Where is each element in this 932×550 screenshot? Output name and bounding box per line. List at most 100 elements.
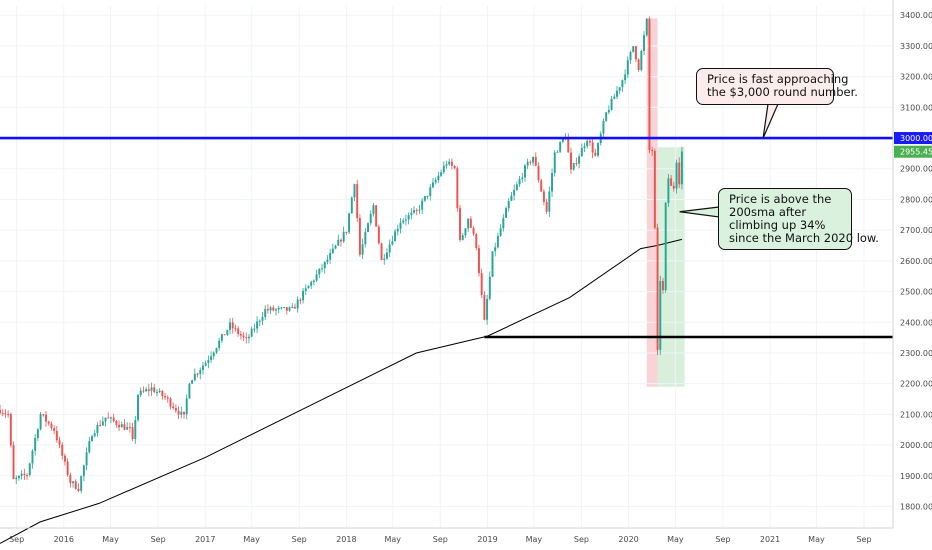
candle [212, 351, 215, 360]
candle-body [431, 182, 434, 188]
candle [342, 226, 345, 243]
candle-body [369, 213, 372, 224]
candle-body [272, 307, 275, 311]
candle-body [662, 281, 664, 291]
candle-body [82, 465, 85, 477]
y-tick-label: 3100.00 [900, 103, 932, 112]
x-tick-label: May [808, 535, 825, 544]
candle-body [499, 228, 502, 236]
candle-body [331, 248, 334, 254]
candle-body [307, 285, 310, 289]
candle [415, 208, 418, 216]
candle-body [58, 440, 61, 445]
candle-body [618, 87, 621, 91]
candle [380, 242, 383, 261]
y-tick-label: 3400.00 [900, 11, 932, 20]
candle-body [548, 191, 551, 212]
candle [45, 411, 47, 427]
candle-body [153, 387, 156, 393]
x-tick-label: 2017 [195, 535, 215, 544]
candle-body [166, 397, 169, 399]
horizontal-levels [0, 136, 893, 339]
candle [315, 269, 318, 282]
candle-body [93, 433, 96, 437]
candle-body [572, 163, 575, 170]
candle-body [553, 152, 556, 174]
y-tick-label: 2000.00 [900, 441, 932, 450]
y-tick-label: 2800.00 [900, 195, 932, 204]
candle [183, 411, 185, 419]
candle-body [312, 280, 315, 282]
candle [109, 416, 112, 424]
candle-body [72, 481, 75, 484]
candle-body [223, 334, 226, 336]
candle [640, 49, 643, 72]
candle [383, 253, 386, 265]
candle-body [480, 273, 483, 295]
x-tick-label: Sep [856, 535, 871, 544]
candle [548, 186, 551, 217]
candle [602, 118, 605, 137]
candle [118, 420, 121, 432]
candle-body [321, 268, 323, 270]
candle [431, 177, 434, 189]
candle [526, 158, 529, 169]
candle [107, 412, 110, 419]
candle [580, 143, 583, 157]
candle-body [551, 173, 554, 192]
candle-body [483, 294, 486, 320]
candle [618, 86, 621, 95]
candle-body [575, 163, 578, 165]
y-tick-label: 3300.00 [900, 42, 932, 51]
candle [139, 387, 142, 398]
candle-body [91, 436, 93, 442]
candle [637, 58, 640, 72]
candle [285, 307, 288, 315]
candle [277, 305, 280, 314]
candle-body [383, 258, 386, 260]
candle-body [77, 488, 80, 491]
candle [4, 409, 7, 419]
candle-body [150, 387, 153, 391]
y-tick-label: 2300.00 [900, 349, 932, 358]
candle [80, 475, 83, 494]
candle [634, 45, 637, 63]
candle [269, 305, 272, 315]
candle [1, 409, 4, 417]
candle-body [318, 268, 321, 275]
candle-body [616, 90, 618, 97]
candle [361, 238, 364, 259]
candle [518, 175, 521, 187]
candle [483, 291, 486, 321]
candle-body [7, 414, 10, 416]
candle-body [50, 423, 53, 429]
candle [39, 411, 42, 431]
y-tick-label: 1800.00 [900, 503, 932, 512]
candle [245, 332, 248, 344]
candle [193, 368, 196, 382]
x-tick-label: May [667, 535, 684, 544]
candle-body [648, 18, 651, 151]
candle [515, 181, 518, 192]
candle-body [377, 226, 380, 244]
candle [556, 150, 559, 153]
candle [494, 242, 497, 257]
candle [115, 419, 118, 428]
candle [42, 414, 45, 417]
candle [385, 248, 388, 261]
candle-body [80, 476, 83, 491]
candle-body [667, 178, 670, 203]
candle [578, 153, 581, 169]
candle-body [626, 60, 629, 75]
candle-body [0, 409, 1, 414]
candle [15, 475, 18, 485]
candle-body [426, 195, 429, 197]
candle-body [183, 411, 185, 415]
candle [391, 235, 394, 246]
candle-body [283, 307, 286, 309]
candle-body [264, 309, 267, 318]
candle [34, 433, 37, 456]
candle-body [394, 231, 397, 242]
candle [185, 394, 188, 420]
